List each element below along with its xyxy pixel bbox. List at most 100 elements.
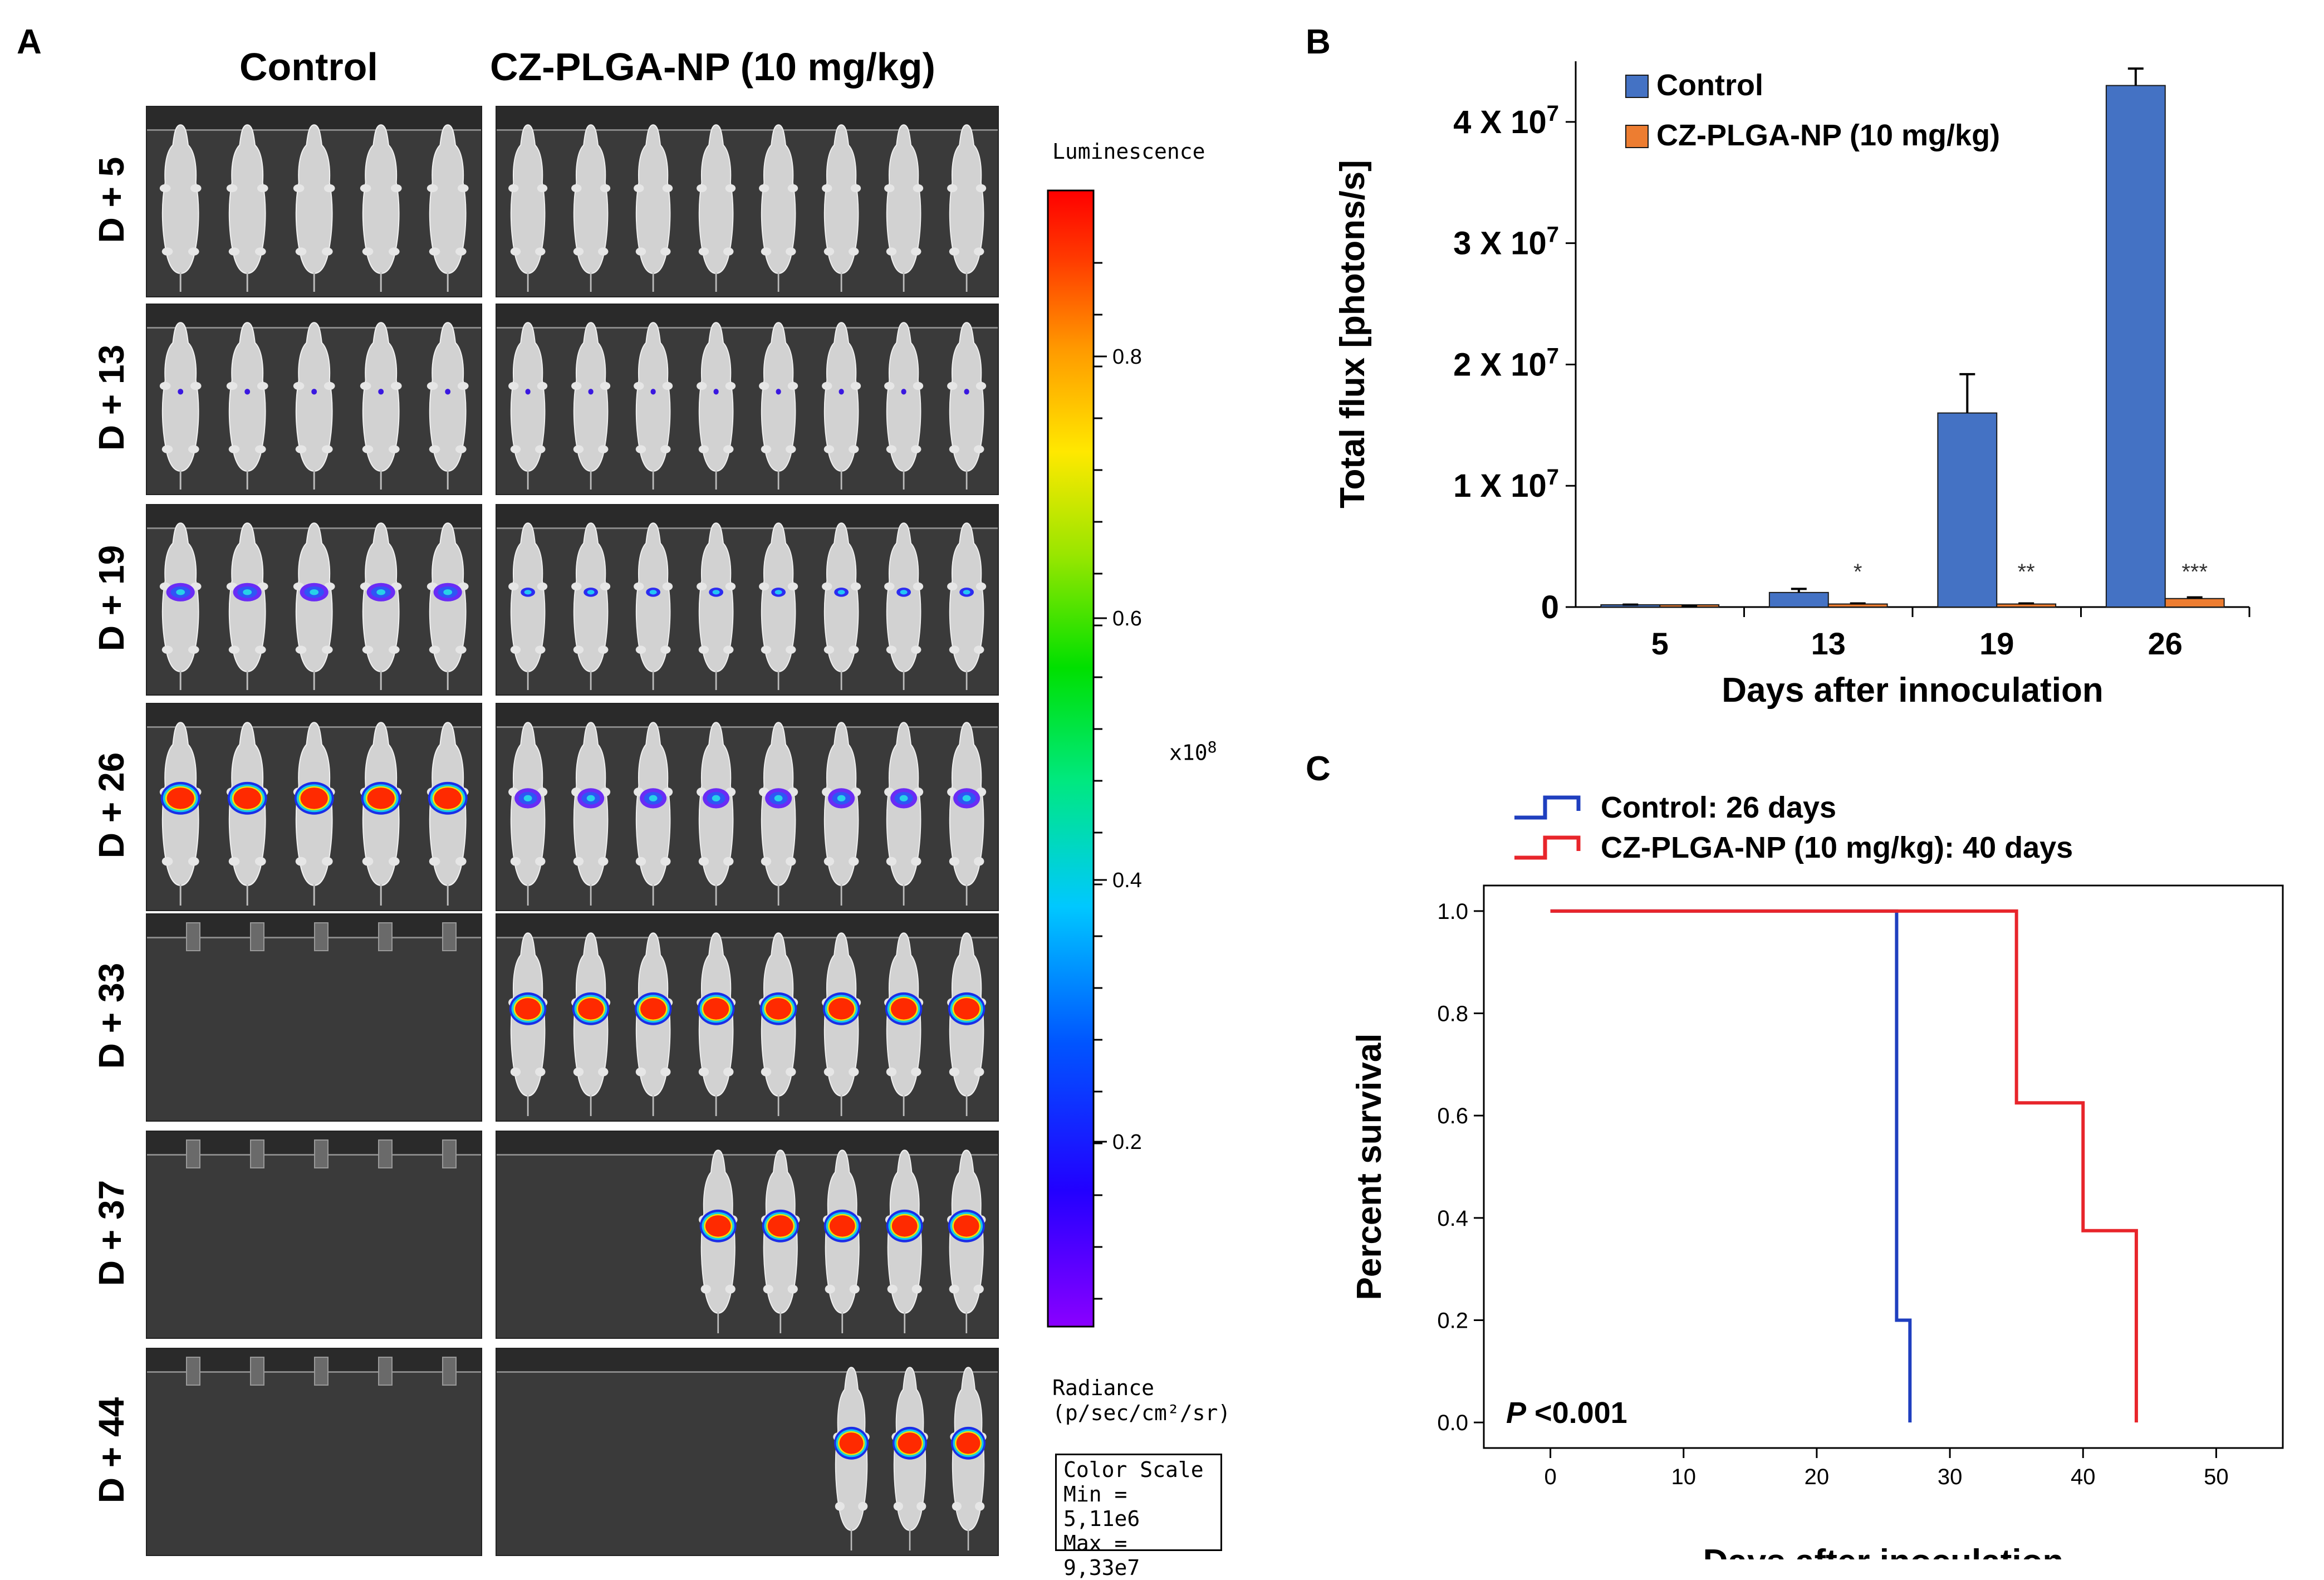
timepoint-row-label: D + 19: [91, 545, 131, 652]
mouse-image: [696, 722, 736, 906]
y-axis-label: Percent survival: [1350, 1033, 1389, 1300]
mouse-image: [293, 322, 335, 490]
radiance-units: (p/sec/cm²/sr): [1052, 1401, 1231, 1425]
timepoint-row-label: D + 26: [91, 752, 131, 859]
mouse-image: [947, 932, 986, 1116]
mouse-image: [821, 932, 861, 1116]
legend-swatch: [1625, 125, 1649, 148]
x-tick-label: 20: [1805, 1465, 1830, 1489]
chamber-peg: [250, 922, 264, 951]
mouse-image: [226, 722, 268, 906]
imaging-panel: [496, 504, 999, 696]
imaging-panel: [496, 1348, 999, 1556]
y-tick-label-exponent: 7: [1547, 344, 1559, 368]
survival-curve: [1550, 909, 2138, 1423]
imaging-panel: [146, 304, 482, 495]
chamber-peg: [442, 1357, 457, 1386]
mouse-image: [696, 124, 736, 292]
x-tick-label: 10: [1671, 1465, 1697, 1489]
x-tick-label: 50: [2204, 1465, 2229, 1489]
y-tick-label: 1.0: [1437, 899, 1468, 924]
mouse-image: [508, 522, 548, 690]
x-tick-label: 26: [2148, 626, 2183, 661]
y-tick-label: 0.0: [1437, 1411, 1468, 1435]
y-tick-label-exponent: 7: [1547, 223, 1559, 247]
timepoint-row-label: D + 37: [91, 1180, 131, 1286]
legend-step-icon: [1514, 795, 1581, 820]
imaging-chamber-strip: [497, 305, 998, 329]
imaging-panel: [146, 1348, 482, 1556]
x-tick-label: 40: [2071, 1465, 2096, 1489]
x-tick-label: 0: [1544, 1465, 1556, 1489]
mouse-image: [759, 932, 798, 1116]
legend-label: Control: [1656, 69, 1763, 102]
y-tick-label: 1 X 107: [1453, 465, 1559, 504]
legend-label: CZ-PLGA-NP (10 mg/kg): [1656, 119, 2000, 152]
chamber-peg: [442, 1139, 457, 1168]
chamber-peg: [378, 1357, 393, 1386]
y-tick-label: 0.4: [1437, 1206, 1468, 1231]
mouse-image: [226, 124, 268, 292]
mouse-image: [159, 322, 202, 490]
x-axis-label: Days after inoculation: [1703, 1543, 2064, 1559]
mouse-image: [884, 932, 924, 1116]
imaging-panel: [496, 106, 999, 297]
chamber-peg: [442, 922, 457, 951]
mouse-image: [571, 322, 610, 490]
bar: [1768, 591, 1829, 608]
mouse-image: [571, 722, 610, 906]
legend-swatch: [1625, 75, 1649, 98]
chamber-peg: [250, 1139, 264, 1168]
imaging-panel: [496, 703, 999, 911]
mouse-image: [821, 124, 861, 292]
significance-marker: **: [2018, 560, 2035, 584]
chamber-peg: [378, 922, 393, 951]
mouse-image: [759, 722, 798, 906]
y-tick-label: 0.6: [1437, 1104, 1468, 1128]
colorbar: 0.8 0.6 0.4 0.2: [1047, 189, 1142, 1328]
colorbar-multiplier-exp: 8: [1207, 738, 1217, 756]
panel-b-letter: B: [1306, 23, 1331, 61]
y-tick-label: 3 X 107: [1453, 223, 1559, 262]
x-tick-label: 19: [1979, 626, 2014, 661]
imaging-panel: [146, 1131, 482, 1339]
mouse-image: [426, 124, 469, 292]
y-tick-label: 0.2: [1437, 1308, 1468, 1333]
y-tick-label-exponent: 7: [1547, 101, 1559, 126]
imaging-chamber-strip: [497, 107, 998, 131]
x-axis-label: Days after innoculation: [1722, 671, 2104, 710]
mouse-image: [293, 124, 335, 292]
colorbar-tick-label: 0.8: [1112, 345, 1142, 369]
panel-a-letter: A: [17, 23, 42, 61]
colorbar-tick-label: 0.6: [1112, 607, 1142, 630]
mouse-image: [426, 722, 469, 906]
chamber-peg: [186, 1139, 200, 1168]
mouse-image: [761, 1149, 800, 1333]
chamber-peg: [186, 922, 200, 951]
mouse-image: [699, 1149, 738, 1333]
legend-label: CZ-PLGA-NP (10 mg/kg): 40 days: [1601, 831, 2073, 864]
mouse-image: [947, 522, 986, 690]
imaging-panel: [146, 106, 482, 297]
chamber-peg: [378, 1139, 393, 1168]
bar: [2164, 598, 2225, 608]
survival-chart: 0 10 20 30 40 50 0.0 0.2 0.4 0.6 0.8 1.0 Days after …: [1350, 791, 2284, 1559]
mouse-image: [759, 522, 798, 690]
y-tick-label: 0: [1541, 589, 1559, 625]
colorbar-major-ticks: 0.8 0.6 0.4 0.2: [1094, 345, 1142, 1154]
color-scale-min: Min = 5,11e6: [1063, 1482, 1140, 1531]
p-value-symbol: P: [1506, 1396, 1527, 1430]
imaging-panel: [496, 304, 999, 495]
mouse-image: [947, 124, 986, 292]
y-tick-label-exponent: 7: [1547, 465, 1559, 490]
y-tick-label-base: 4 X 10: [1453, 104, 1547, 140]
mouse-image: [293, 722, 335, 906]
mouse-image: [159, 124, 202, 292]
bar: [2105, 85, 2166, 608]
treated-column-header: CZ-PLGA-NP (10 mg/kg): [490, 45, 935, 89]
mouse-image: [508, 322, 548, 490]
mouse-image: [696, 932, 736, 1116]
legend-label: Control: 26 days: [1601, 791, 1836, 824]
imaging-chamber-strip: [497, 1349, 998, 1373]
imaging-panel: [496, 913, 999, 1122]
